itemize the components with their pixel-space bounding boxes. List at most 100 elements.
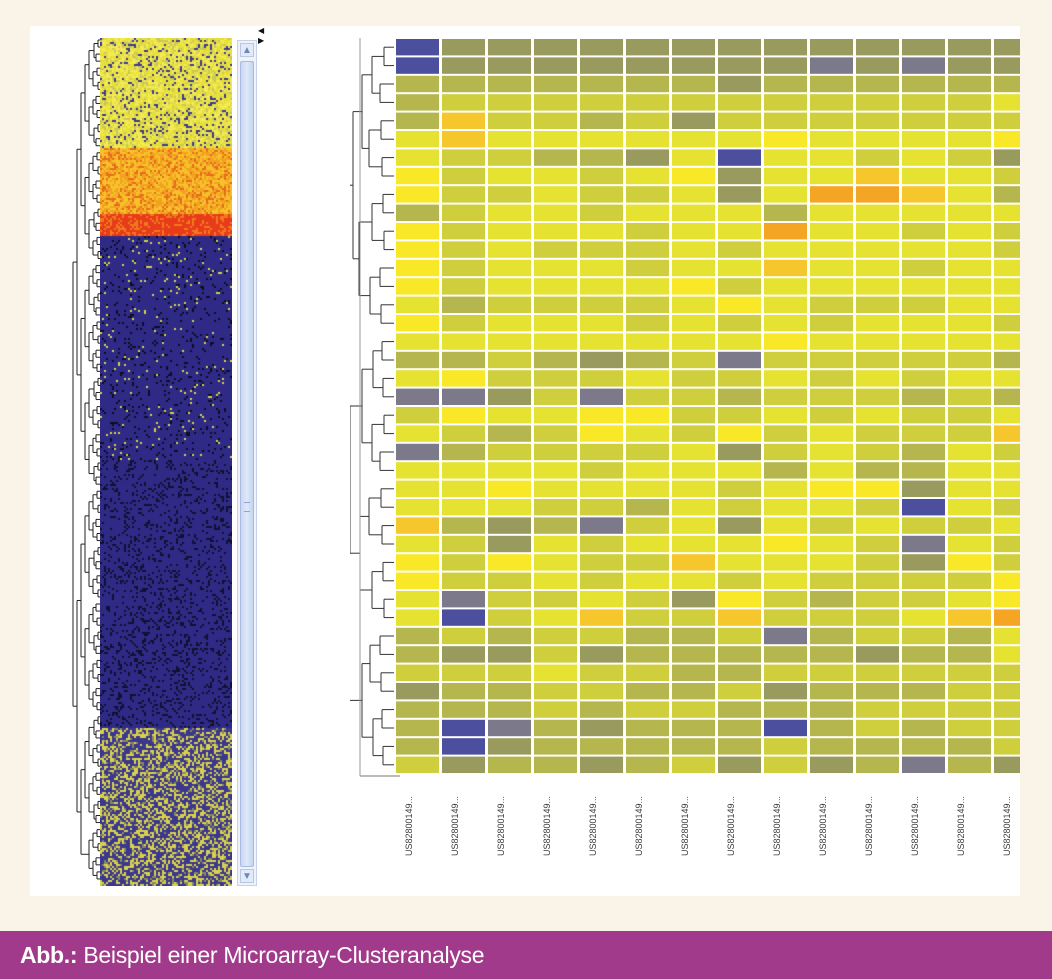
heatmap-cell[interactable] (810, 664, 853, 681)
heatmap-cell[interactable] (718, 167, 761, 185)
heatmap-cell[interactable] (626, 57, 669, 74)
heatmap-cell[interactable] (764, 388, 807, 405)
heatmap-cell[interactable] (488, 499, 531, 516)
heatmap-cell[interactable] (442, 259, 485, 277)
heatmap-cell[interactable] (856, 370, 899, 387)
heatmap-cell[interactable] (626, 683, 669, 700)
heatmap-cell[interactable] (902, 719, 945, 737)
heatmap-cell[interactable] (672, 39, 715, 56)
heatmap-cell[interactable] (442, 278, 485, 295)
heatmap-cell[interactable] (856, 333, 899, 350)
heatmap-cell[interactable] (994, 683, 1020, 700)
heatmap-cell[interactable] (442, 535, 485, 553)
heatmap-cell[interactable] (994, 407, 1020, 424)
heatmap-cell[interactable] (396, 443, 439, 461)
heatmap-cell[interactable] (948, 664, 991, 681)
heatmap-cell[interactable] (672, 701, 715, 718)
heatmap-cell[interactable] (994, 278, 1020, 295)
heatmap-cell[interactable] (488, 223, 531, 240)
heatmap-cell[interactable] (672, 131, 715, 148)
heatmap-cell[interactable] (764, 351, 807, 369)
heatmap-cell[interactable] (948, 719, 991, 737)
heatmap-cell[interactable] (810, 591, 853, 608)
heatmap-cell[interactable] (534, 627, 577, 645)
heatmap-cell[interactable] (810, 719, 853, 737)
heatmap-cell[interactable] (488, 388, 531, 405)
heatmap-cell[interactable] (672, 683, 715, 700)
heatmap-cell[interactable] (534, 425, 577, 442)
heatmap-cell[interactable] (488, 259, 531, 277)
heatmap-cell[interactable] (672, 480, 715, 497)
heatmap-cell[interactable] (948, 609, 991, 626)
heatmap-cell[interactable] (902, 278, 945, 295)
heatmap-cell[interactable] (396, 572, 439, 589)
heatmap-cell[interactable] (626, 646, 669, 663)
heatmap-cell[interactable] (764, 204, 807, 221)
heatmap-cell[interactable] (902, 259, 945, 277)
heatmap-cell[interactable] (902, 480, 945, 497)
heatmap-cell[interactable] (626, 315, 669, 332)
heatmap-cell[interactable] (718, 407, 761, 424)
heatmap-cell[interactable] (626, 296, 669, 313)
heatmap-cell[interactable] (396, 278, 439, 295)
heatmap-cell[interactable] (810, 370, 853, 387)
heatmap-cell[interactable] (764, 131, 807, 148)
heatmap-cell[interactable] (488, 149, 531, 166)
heatmap-cell[interactable] (534, 112, 577, 129)
heatmap-cell[interactable] (856, 388, 899, 405)
heatmap-cell[interactable] (672, 112, 715, 129)
heatmap-cell[interactable] (672, 278, 715, 295)
heatmap-cell[interactable] (580, 259, 623, 277)
heatmap-cell[interactable] (580, 149, 623, 166)
heatmap-cell[interactable] (994, 719, 1020, 737)
heatmap-cell[interactable] (810, 167, 853, 185)
heatmap-cell[interactable] (580, 94, 623, 111)
heatmap-cell[interactable] (626, 609, 669, 626)
heatmap-cell[interactable] (626, 75, 669, 93)
heatmap-cell[interactable] (672, 351, 715, 369)
heatmap-cell[interactable] (534, 39, 577, 56)
heatmap-cell[interactable] (718, 591, 761, 608)
heatmap-cell[interactable] (442, 664, 485, 681)
heatmap-cell[interactable] (442, 443, 485, 461)
heatmap-cell[interactable] (442, 315, 485, 332)
heatmap-cell[interactable] (534, 683, 577, 700)
heatmap-cell[interactable] (948, 94, 991, 111)
heatmap-cell[interactable] (856, 701, 899, 718)
heatmap-cell[interactable] (856, 462, 899, 479)
heatmap-cell[interactable] (672, 94, 715, 111)
heatmap-cell[interactable] (994, 370, 1020, 387)
heatmap-cell[interactable] (810, 149, 853, 166)
heatmap-cell[interactable] (718, 517, 761, 534)
heatmap-cell[interactable] (534, 572, 577, 589)
heatmap-cell[interactable] (396, 315, 439, 332)
heatmap-cell[interactable] (396, 407, 439, 424)
heatmap-cell[interactable] (672, 57, 715, 74)
heatmap-cell[interactable] (810, 241, 853, 258)
heatmap-cell[interactable] (856, 591, 899, 608)
heatmap-cell[interactable] (626, 94, 669, 111)
heatmap-cell[interactable] (580, 627, 623, 645)
heatmap-cell[interactable] (396, 719, 439, 737)
heatmap-cell[interactable] (810, 315, 853, 332)
heatmap-cell[interactable] (948, 333, 991, 350)
heatmap-cell[interactable] (764, 333, 807, 350)
heatmap-cell[interactable] (534, 296, 577, 313)
heatmap-cell[interactable] (948, 683, 991, 700)
heatmap-cell[interactable] (580, 223, 623, 240)
heatmap-cell[interactable] (534, 186, 577, 203)
heatmap-cell[interactable] (488, 683, 531, 700)
heatmap-cell[interactable] (902, 94, 945, 111)
heatmap-cell[interactable] (810, 112, 853, 129)
heatmap-cell[interactable] (856, 535, 899, 553)
heatmap-cell[interactable] (626, 517, 669, 534)
heatmap-cell[interactable] (948, 572, 991, 589)
heatmap-cell[interactable] (948, 499, 991, 516)
heatmap-cell[interactable] (626, 701, 669, 718)
heatmap-cell[interactable] (534, 241, 577, 258)
heatmap-cell[interactable] (810, 609, 853, 626)
heatmap-cell[interactable] (994, 627, 1020, 645)
heatmap-cell[interactable] (534, 315, 577, 332)
heatmap-cell[interactable] (488, 572, 531, 589)
heatmap-cell[interactable] (396, 241, 439, 258)
